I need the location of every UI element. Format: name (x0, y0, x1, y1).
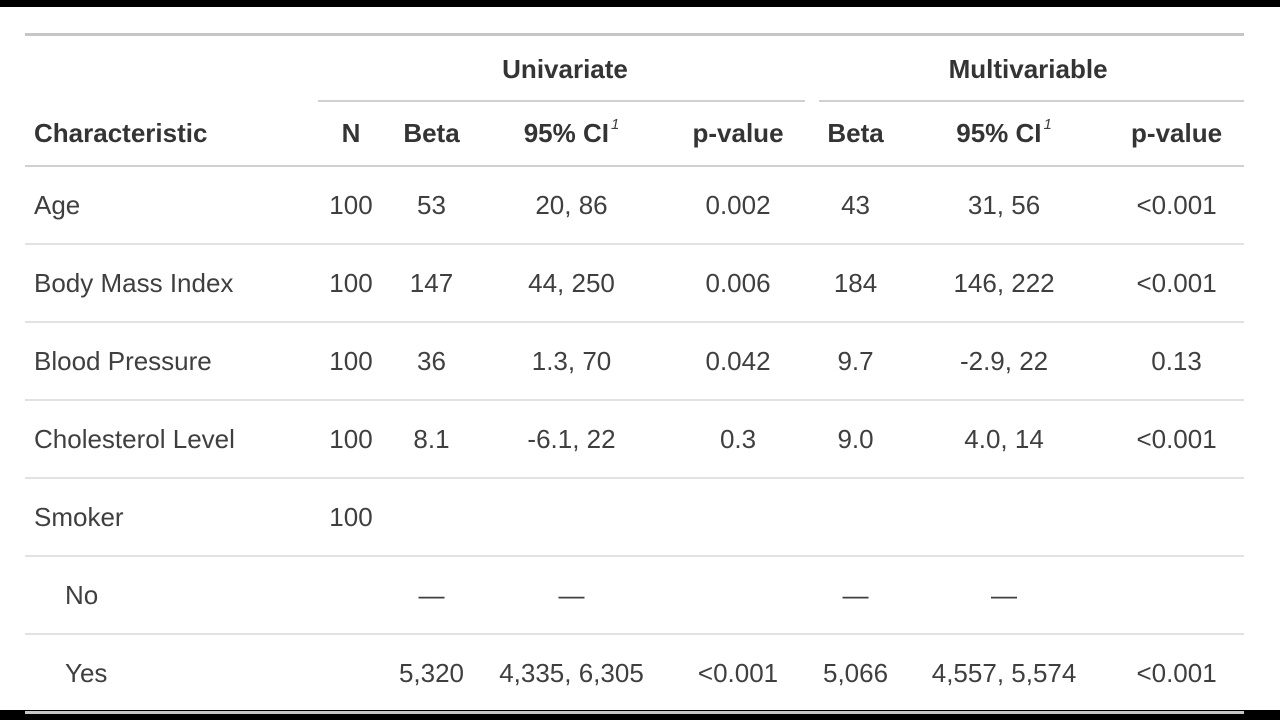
cell-n: 100 (318, 400, 384, 479)
letterbox-bar-top (0, 0, 1280, 7)
cell-n (318, 634, 384, 713)
table-row-age: Age 100 53 20, 86 0.002 43 31, 56 <0.001 (25, 166, 1245, 245)
cell-uni-beta: — (384, 556, 479, 635)
cell-multi-pvalue: <0.001 (1109, 166, 1245, 245)
column-header-characteristic: Characteristic (25, 102, 318, 167)
cell-uni-beta: 8.1 (384, 400, 479, 479)
column-header-uni-pvalue: p-value (664, 102, 813, 167)
cell-multi-beta: 5,066 (823, 657, 889, 688)
cell-uni-ci: -6.1, 22 (479, 400, 664, 479)
row-label: Cholesterol Level (25, 400, 318, 479)
cell-multi-ci: 4.0, 14 (899, 400, 1110, 479)
cell-n: 100 (318, 478, 384, 557)
cell-multi-beta (812, 478, 900, 557)
row-label: No (25, 556, 318, 635)
cell-multi-beta: 43 (812, 166, 900, 245)
cell-multi-beta: 9.7 (812, 322, 900, 401)
column-header-multi-pvalue: p-value (1109, 102, 1245, 167)
cell-uni-ci: 20, 86 (479, 166, 664, 245)
column-header-row: Characteristic N Beta 95% CI 1 p-value Be… (25, 102, 1245, 167)
cell-uni-pvalue (664, 556, 813, 635)
cell-uni-pvalue: 0.3 (664, 400, 813, 479)
cell-multi-ci: 146, 222 (899, 244, 1110, 323)
row-label: Yes (65, 657, 108, 688)
uni-ci-label: 95% CI (523, 118, 609, 148)
cell-multi-ci: 4,557, 5,574 (931, 657, 1077, 688)
cell-multi-beta: 9.0 (812, 400, 900, 479)
spanner-univariate-label: Univariate (502, 53, 628, 84)
cell-n: 100 (318, 244, 384, 323)
cell-multi-ci: — (899, 556, 1110, 635)
cell-multi-pvalue: 0.13 (1109, 322, 1245, 401)
cell-multi-pvalue: <0.001 (1136, 657, 1217, 688)
cell-uni-beta: 5,320 (398, 657, 465, 688)
spanner-univariate: Univariate (318, 35, 812, 103)
column-header-uni-beta: Beta (384, 102, 479, 167)
cell-uni-ci: 1.3, 70 (479, 322, 664, 401)
spanner-row: Univariate Multivariable (25, 35, 1245, 103)
cell-uni-pvalue: 0.002 (664, 166, 813, 245)
column-header-multi-beta: Beta (812, 102, 900, 167)
row-label: Blood Pressure (25, 322, 318, 401)
table-row-smoker-yes: Yes 5,320 4,335, 6,305 <0.001 5,066 4,55… (25, 634, 1244, 713)
cell-uni-beta: 53 (384, 166, 479, 245)
row-label: Smoker (25, 478, 318, 557)
cell-n: 100 (318, 166, 384, 245)
cell-n (318, 556, 384, 635)
row-label: Age (25, 166, 318, 245)
cell-multi-pvalue (1109, 556, 1245, 635)
footnote-marker: 1 (1043, 116, 1052, 134)
cell-uni-beta: 147 (384, 244, 479, 323)
spanner-empty-cell (25, 35, 318, 103)
cell-uni-ci: 44, 250 (479, 244, 664, 323)
cell-uni-beta: 36 (384, 322, 479, 401)
spanner-multivariable-label: Multivariable (948, 53, 1108, 84)
cell-multi-ci (899, 478, 1110, 557)
cell-uni-pvalue: 0.042 (664, 322, 813, 401)
cell-uni-pvalue: 0.006 (664, 244, 813, 323)
footnote-marker: 1 (610, 116, 620, 134)
cell-multi-ci: -2.9, 22 (899, 322, 1110, 401)
cell-multi-beta: — (812, 556, 900, 635)
cell-uni-ci (479, 478, 664, 557)
cell-multi-ci: 31, 56 (899, 166, 1110, 245)
column-header-multi-ci: 95% CI 1 (899, 102, 1110, 167)
letterbox-bar-bottom (0, 710, 1280, 720)
spanner-multivariable: Multivariable (812, 35, 1245, 103)
table-row-smoker-no: No — — — — (25, 556, 1245, 635)
multi-ci-label: 95% CI (956, 118, 1042, 148)
cell-multi-beta: 184 (812, 244, 900, 323)
cell-uni-pvalue: <0.001 (697, 657, 779, 688)
cell-multi-pvalue: <0.001 (1109, 244, 1245, 323)
table-row-blood-pressure: Blood Pressure 100 36 1.3, 70 0.042 9.7 … (25, 322, 1245, 401)
cell-multi-pvalue: <0.001 (1109, 400, 1245, 479)
cell-uni-pvalue (664, 478, 813, 557)
cell-n: 100 (318, 322, 384, 401)
table-row-body-mass-index: Body Mass Index 100 147 44, 250 0.006 18… (25, 244, 1245, 323)
regression-summary-table: Univariate Multivariable Characteristic … (25, 33, 1245, 714)
cell-multi-pvalue (1109, 478, 1245, 557)
cell-uni-ci: 4,335, 6,305 (499, 657, 644, 688)
row-label: Body Mass Index (25, 244, 318, 323)
cell-uni-beta (384, 478, 479, 557)
cell-uni-ci: — (479, 556, 664, 635)
table-row-smoker: Smoker 100 (25, 478, 1245, 557)
column-header-uni-ci: 95% CI 1 (479, 102, 664, 167)
column-header-n: N (318, 102, 384, 167)
table-row-cholesterol-level: Cholesterol Level 100 8.1 -6.1, 22 0.3 9… (25, 400, 1245, 479)
